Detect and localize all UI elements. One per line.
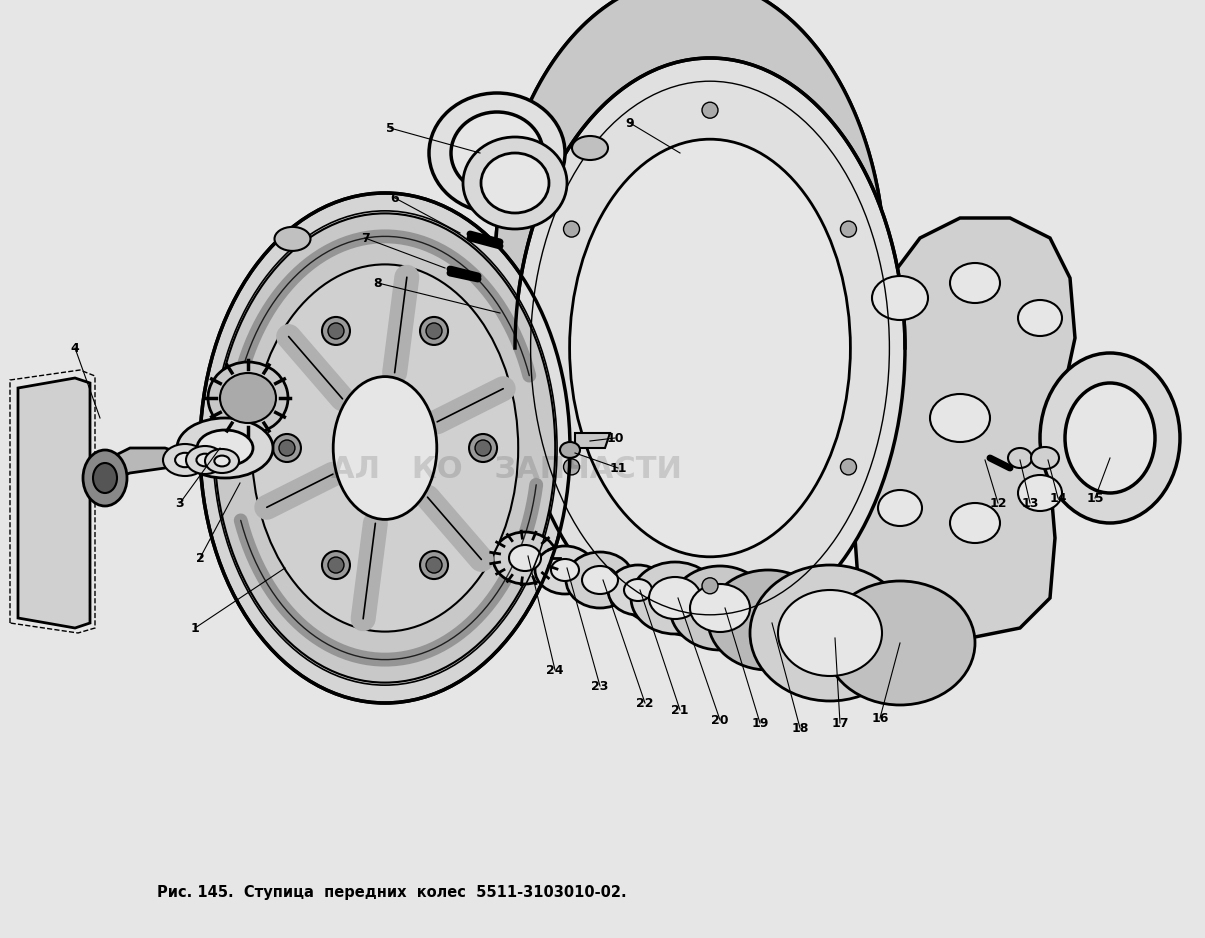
Ellipse shape bbox=[163, 444, 207, 476]
Text: 6: 6 bbox=[390, 191, 399, 204]
Text: 22: 22 bbox=[636, 697, 654, 709]
Ellipse shape bbox=[421, 317, 448, 345]
Ellipse shape bbox=[551, 559, 578, 581]
Ellipse shape bbox=[495, 0, 884, 558]
Ellipse shape bbox=[278, 440, 295, 456]
Text: 11: 11 bbox=[610, 461, 627, 475]
Ellipse shape bbox=[570, 139, 851, 557]
Ellipse shape bbox=[83, 450, 127, 506]
Ellipse shape bbox=[509, 545, 541, 571]
Text: 15: 15 bbox=[1086, 492, 1104, 505]
Text: 7: 7 bbox=[360, 232, 370, 245]
Ellipse shape bbox=[322, 317, 349, 345]
Ellipse shape bbox=[252, 265, 518, 631]
Ellipse shape bbox=[560, 442, 580, 458]
Ellipse shape bbox=[275, 227, 311, 250]
Polygon shape bbox=[18, 378, 90, 628]
Ellipse shape bbox=[670, 566, 770, 650]
Text: 5: 5 bbox=[386, 122, 394, 134]
Ellipse shape bbox=[572, 136, 609, 160]
Polygon shape bbox=[495, 0, 905, 348]
Text: АЛ   КО   ЗАПЧАСТИ: АЛ КО ЗАПЧАСТИ bbox=[330, 455, 682, 483]
Text: 14: 14 bbox=[1050, 492, 1066, 505]
Ellipse shape bbox=[221, 373, 276, 423]
Text: Рис. 145.  Ступица  передних  колес  5511-3103010-02.: Рис. 145. Ступица передних колес 5511-31… bbox=[157, 885, 627, 900]
Text: 4: 4 bbox=[71, 341, 80, 355]
Ellipse shape bbox=[208, 362, 288, 434]
Ellipse shape bbox=[950, 263, 1000, 303]
Polygon shape bbox=[856, 218, 1075, 638]
Ellipse shape bbox=[186, 446, 224, 474]
Ellipse shape bbox=[564, 221, 580, 237]
Ellipse shape bbox=[1009, 448, 1031, 468]
Ellipse shape bbox=[1040, 353, 1180, 523]
Ellipse shape bbox=[481, 153, 549, 213]
Ellipse shape bbox=[214, 214, 556, 683]
Text: 16: 16 bbox=[871, 712, 888, 724]
Ellipse shape bbox=[649, 577, 701, 619]
Ellipse shape bbox=[878, 490, 922, 526]
Text: 3: 3 bbox=[176, 496, 184, 509]
Ellipse shape bbox=[631, 562, 719, 634]
Ellipse shape bbox=[750, 565, 910, 701]
Ellipse shape bbox=[200, 193, 570, 703]
Ellipse shape bbox=[950, 503, 1000, 543]
Ellipse shape bbox=[427, 323, 442, 339]
Text: 8: 8 bbox=[374, 277, 382, 290]
Ellipse shape bbox=[175, 453, 195, 467]
Ellipse shape bbox=[515, 58, 905, 638]
Text: 21: 21 bbox=[671, 704, 689, 717]
Ellipse shape bbox=[475, 440, 492, 456]
Polygon shape bbox=[575, 433, 610, 448]
Ellipse shape bbox=[1018, 300, 1062, 336]
Ellipse shape bbox=[451, 112, 543, 194]
Ellipse shape bbox=[703, 578, 718, 594]
Ellipse shape bbox=[825, 581, 975, 705]
Ellipse shape bbox=[463, 137, 568, 229]
Ellipse shape bbox=[709, 570, 828, 670]
Ellipse shape bbox=[328, 323, 343, 339]
Polygon shape bbox=[495, 268, 905, 638]
Text: 2: 2 bbox=[195, 552, 205, 565]
Text: 13: 13 bbox=[1022, 496, 1039, 509]
Ellipse shape bbox=[690, 584, 750, 632]
Ellipse shape bbox=[322, 551, 349, 579]
Ellipse shape bbox=[328, 557, 343, 573]
Ellipse shape bbox=[429, 93, 565, 213]
Ellipse shape bbox=[205, 449, 239, 473]
Ellipse shape bbox=[196, 430, 253, 466]
Ellipse shape bbox=[872, 276, 928, 320]
Ellipse shape bbox=[421, 551, 448, 579]
Ellipse shape bbox=[1018, 475, 1062, 511]
Ellipse shape bbox=[566, 552, 634, 608]
Ellipse shape bbox=[840, 459, 857, 475]
Text: 18: 18 bbox=[792, 721, 809, 734]
Ellipse shape bbox=[469, 434, 496, 462]
Ellipse shape bbox=[930, 394, 991, 442]
Ellipse shape bbox=[535, 546, 595, 594]
Ellipse shape bbox=[609, 565, 668, 615]
Ellipse shape bbox=[1031, 447, 1059, 469]
Text: 19: 19 bbox=[751, 717, 769, 730]
Ellipse shape bbox=[840, 221, 857, 237]
Ellipse shape bbox=[703, 102, 718, 118]
Ellipse shape bbox=[214, 456, 230, 466]
Ellipse shape bbox=[334, 376, 436, 520]
Ellipse shape bbox=[1065, 383, 1156, 493]
Ellipse shape bbox=[624, 579, 652, 601]
Ellipse shape bbox=[778, 590, 882, 676]
Text: 17: 17 bbox=[831, 717, 848, 730]
Ellipse shape bbox=[196, 454, 213, 466]
Ellipse shape bbox=[582, 566, 618, 594]
Ellipse shape bbox=[274, 434, 301, 462]
Ellipse shape bbox=[93, 463, 117, 493]
Text: 9: 9 bbox=[625, 116, 634, 129]
Ellipse shape bbox=[427, 557, 442, 573]
Text: 20: 20 bbox=[711, 714, 729, 727]
Text: 10: 10 bbox=[606, 431, 624, 445]
Polygon shape bbox=[90, 448, 195, 488]
Text: 23: 23 bbox=[592, 679, 609, 692]
Ellipse shape bbox=[564, 459, 580, 475]
Ellipse shape bbox=[177, 418, 274, 478]
